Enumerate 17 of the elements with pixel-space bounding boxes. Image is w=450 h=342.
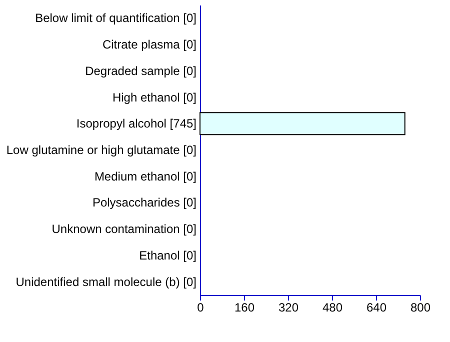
x-tick-label: 800 <box>410 300 431 314</box>
y-tick-label: Low glutamine or high glutamate [0] <box>6 143 196 157</box>
y-tick-label: Polysaccharides [0] <box>92 196 196 210</box>
y-tick-label: Degraded sample [0] <box>85 64 196 78</box>
y-tick-label: High ethanol [0] <box>112 90 196 104</box>
x-tick-label: 0 <box>197 300 204 314</box>
x-tick-label: 320 <box>278 300 299 314</box>
y-tick-label: Citrate plasma [0] <box>102 38 196 52</box>
x-tick-label: 640 <box>366 300 387 314</box>
y-tick-label: Below limit of quantification [0] <box>35 11 196 26</box>
y-tick-label: Ethanol [0] <box>139 248 196 262</box>
y-tick-label: Medium ethanol [0] <box>94 169 196 184</box>
y-tick-label: Unknown contamination [0] <box>52 222 196 236</box>
y-tick-label: Isopropyl alcohol [745] <box>76 116 196 131</box>
y-tick-label: Unidentified small molecule (b) [0] <box>16 274 196 289</box>
x-tick-label: 160 <box>234 300 255 314</box>
x-tick-label: 480 <box>322 300 343 314</box>
